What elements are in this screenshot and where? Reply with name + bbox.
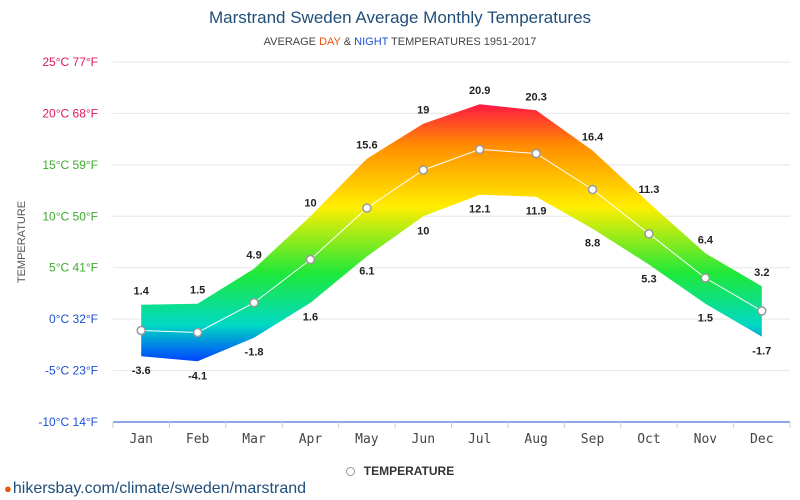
day-night-band-area: [141, 104, 762, 362]
subtitle-suffix: TEMPERATURES 1951-2017: [391, 36, 537, 48]
x-tick-label: Apr: [299, 432, 323, 447]
x-axis: Jan Feb Mar Apr May Jun Jul Aug Sep Oct Nov Dec: [112, 422, 791, 447]
temperature-band: [141, 104, 762, 362]
night-value-label: 10: [417, 225, 429, 237]
night-value-label: -1.8: [245, 347, 264, 359]
y-tick-label: 5°C 41°F: [49, 261, 98, 275]
average-point: [362, 203, 372, 213]
data-labels: 1.4 1.5 4.9 10 15.6 19 20.9 20.3 16.4 11.3 6.4 3.2 -…: [132, 85, 772, 382]
y-axis: 25°C 77°F 20°C 68°F 15°C 59°F 10°C 50°F 5°C …: [38, 55, 98, 429]
night-value-label: -3.6: [132, 365, 151, 377]
y-tick-label: 25°C 77°F: [42, 55, 98, 69]
x-tick-label: Oct: [637, 432, 660, 447]
average-point: [757, 306, 767, 316]
y-tick-label: -5°C 23°F: [45, 364, 98, 378]
y-axis-label: TEMPERATURE: [16, 201, 28, 283]
average-line: [136, 144, 767, 338]
y-tick-label: -10°C 14°F: [38, 415, 98, 429]
average-point: [644, 229, 654, 239]
x-tick-label: Nov: [694, 432, 718, 447]
average-point: [531, 148, 541, 159]
temperature-chart: 25°C 77°F 20°C 68°F 15°C 59°F 10°C 50°F 5°C …: [16, 55, 791, 447]
night-value-label: -4.1: [188, 370, 207, 382]
night-value-label: 5.3: [641, 274, 656, 286]
average-point: [418, 165, 429, 175]
subtitle-prefix: AVERAGE: [263, 36, 317, 48]
legend-marker-icon: [345, 467, 355, 476]
night-value-label: 6.1: [359, 265, 374, 277]
day-value-label: 19: [417, 105, 429, 117]
x-tick-label: Jan: [129, 432, 152, 447]
night-value-label: 12.1: [469, 204, 490, 216]
chart-subtitle: AVERAGE DAY & NIGHT TEMPERATURES 1951-20…: [0, 36, 800, 48]
average-point: [474, 144, 485, 155]
legend[interactable]: TEMPERATURE: [0, 464, 800, 478]
x-tick-label: Sep: [581, 432, 605, 447]
night-value-label: 1.5: [698, 313, 713, 325]
subtitle-amp: &: [343, 36, 352, 48]
legend-label: TEMPERATURE: [363, 464, 455, 478]
night-value-label: -1.7: [752, 346, 771, 358]
subtitle-night: NIGHT: [354, 36, 389, 48]
day-value-label: 11.3: [639, 184, 660, 196]
night-value-label: 1.6: [303, 312, 318, 324]
x-tick-label: May: [355, 432, 379, 447]
average-point: [192, 327, 203, 338]
day-value-label: 1.4: [134, 286, 150, 298]
day-value-label: 15.6: [356, 140, 377, 152]
day-value-label: 16.4: [582, 131, 604, 143]
subtitle-day: DAY: [319, 36, 341, 48]
day-value-label: 4.9: [246, 250, 261, 262]
day-value-label: 3.2: [754, 267, 769, 279]
day-value-label: 6.4: [698, 234, 714, 246]
average-line-path: [141, 148, 763, 334]
y-tick-label: 15°C 59°F: [42, 158, 98, 172]
y-tick-label: 20°C 68°F: [42, 106, 98, 120]
average-point: [136, 325, 146, 336]
x-tick-label: Jun: [412, 432, 435, 447]
x-tick-label: Feb: [186, 432, 210, 447]
location-pin-icon: ●: [4, 481, 12, 496]
average-point: [587, 184, 598, 195]
average-point: [249, 297, 259, 308]
y-tick-label: 10°C 50°F: [42, 209, 98, 223]
source-text: hikersbay.com/climate/sweden/marstrand: [12, 480, 307, 497]
x-tick-label: Aug: [524, 432, 547, 447]
night-value-label: 8.8: [585, 238, 600, 250]
y-tick-label: 0°C 32°F: [49, 312, 98, 326]
day-value-label: 20.9: [469, 85, 490, 97]
day-value-label: 1.5: [190, 285, 205, 297]
chart-title: Marstrand Sweden Average Monthly Tempera…: [208, 8, 592, 27]
day-value-label: 20.3: [525, 91, 546, 103]
source-link[interactable]: ●hikersbay.com/climate/sweden/marstrand: [4, 480, 306, 498]
day-value-label: 10: [304, 197, 316, 209]
x-tick-label: Mar: [242, 432, 266, 447]
average-point: [700, 273, 711, 283]
x-tick-label: Jul: [468, 432, 491, 447]
x-tick-label: Dec: [750, 432, 773, 447]
average-point: [305, 254, 316, 265]
night-value-label: 11.9: [526, 206, 547, 218]
